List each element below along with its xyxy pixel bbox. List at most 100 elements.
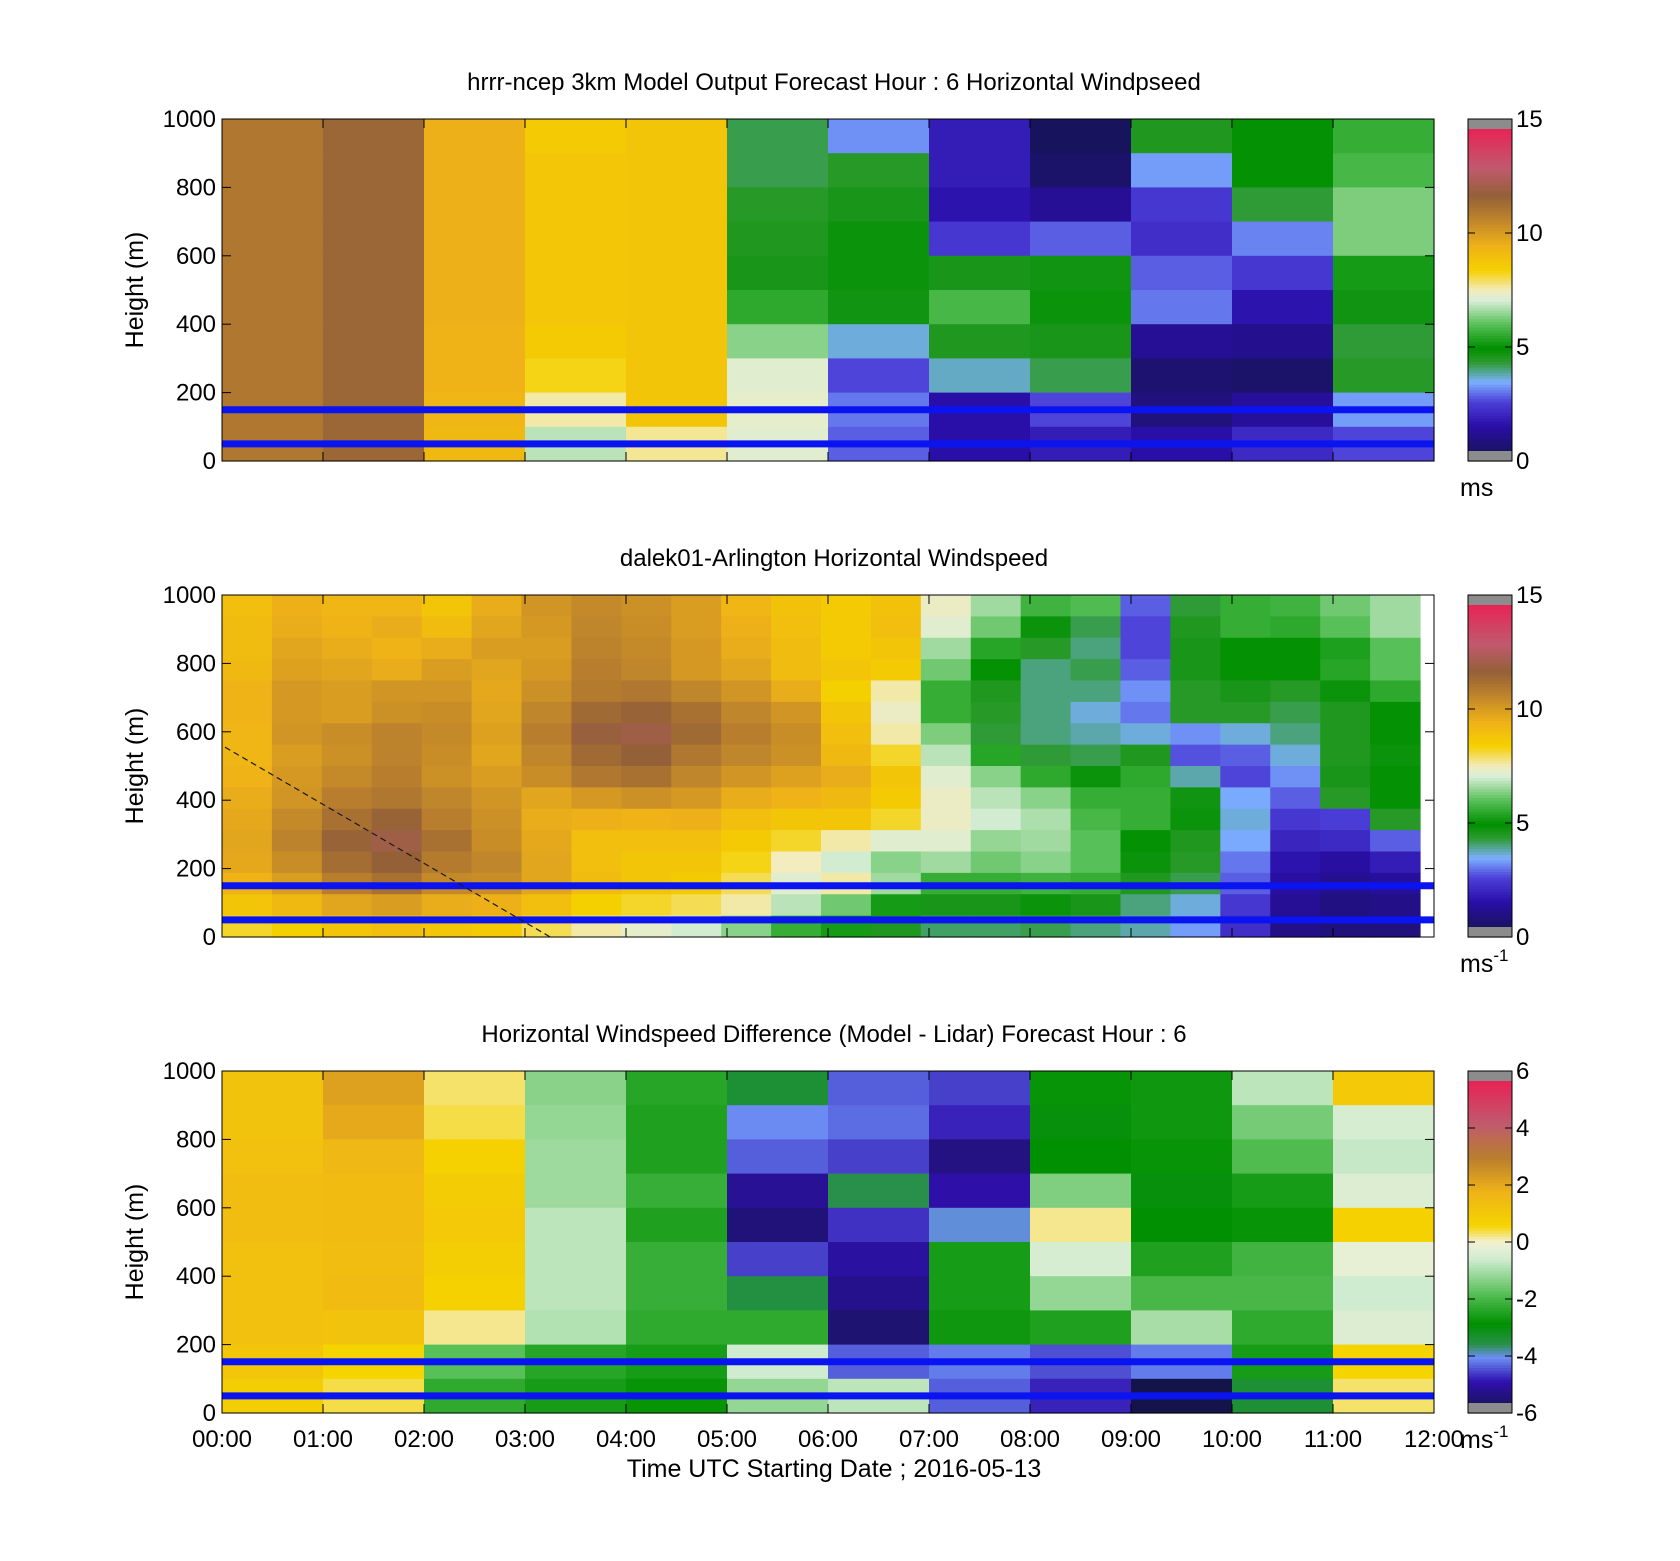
- heatmap-cell: [1170, 808, 1221, 831]
- heatmap-cell: [870, 830, 922, 853]
- colorbar-segment: [1468, 241, 1512, 245]
- heatmap-cell: [1170, 680, 1221, 703]
- heatmap-cell: [626, 1207, 728, 1243]
- heatmap-cell: [471, 851, 523, 874]
- heatmap-cell: [421, 808, 473, 831]
- heatmap-cell: [1220, 830, 1271, 853]
- heatmap-cell: [671, 723, 722, 746]
- colorbar-segment: [1468, 1384, 1512, 1388]
- heatmap-cell: [671, 595, 722, 617]
- heatmap-cell: [920, 851, 972, 874]
- heatmap-cell: [771, 616, 822, 639]
- heatmap-cell: [1120, 701, 1172, 724]
- heatmap-cell: [626, 1310, 728, 1346]
- colorbar-segment: [1468, 1082, 1512, 1086]
- heatmap-cell: [321, 595, 373, 617]
- heatmap-cell: [970, 723, 1022, 746]
- colorbar-segment: [1468, 720, 1512, 724]
- colorbar-segment: [1468, 227, 1512, 231]
- colorbar-segment: [1468, 213, 1512, 217]
- heatmap-cell: [1020, 851, 1072, 874]
- colorbar-segment: [1468, 1284, 1512, 1289]
- colorbar-segment: [1468, 854, 1512, 858]
- colorbar-segment: [1468, 1116, 1512, 1121]
- colorbar-segment: [1468, 406, 1512, 411]
- colorbar-segment: [1468, 1153, 1512, 1158]
- heatmap-cell: [371, 680, 423, 703]
- colorbar-segment: [1468, 660, 1512, 664]
- heatmap-cell: [621, 851, 672, 874]
- heatmap-cell: [671, 830, 722, 853]
- heatmap-cell: [828, 119, 930, 154]
- heatmap-cell: [521, 659, 573, 682]
- heatmap-cell: [571, 616, 622, 639]
- colorbar-segment: [1468, 1213, 1512, 1217]
- colorbar-segment: [1468, 737, 1512, 741]
- colorbar-segment: [1468, 1210, 1512, 1215]
- heatmap-cell: [970, 851, 1022, 874]
- colorbar-segment: [1468, 301, 1512, 305]
- heatmap-cell: [1232, 1310, 1334, 1346]
- heatmap-cell: [920, 659, 972, 682]
- heatmap-cell: [1020, 808, 1072, 831]
- colorbar-cap-bottom: [1468, 451, 1512, 461]
- colorbar-segment: [1468, 347, 1512, 351]
- heatmap-cell: [321, 894, 373, 917]
- colorbar-segment: [1468, 1136, 1512, 1140]
- heatmap-cell: [1131, 290, 1233, 325]
- heatmap-cell: [471, 766, 523, 788]
- heatmap-cell: [521, 894, 573, 917]
- colorbar-segment: [1468, 1224, 1512, 1229]
- heatmap-cell: [323, 1207, 425, 1243]
- heatmap-cell: [1320, 766, 1371, 788]
- heatmap-cell: [323, 255, 425, 291]
- heatmap-cell: [1070, 894, 1122, 917]
- heatmap-cell: [371, 659, 423, 682]
- heatmap-cell: [1170, 595, 1221, 617]
- colorbar-segment: [1468, 1142, 1512, 1146]
- heatmap-cell: [271, 830, 323, 853]
- heatmap-cell: [271, 637, 323, 660]
- x-tick-label: 04:00: [596, 1426, 656, 1453]
- heatmap-cell: [929, 187, 1031, 223]
- heatmap-cell: [471, 830, 523, 853]
- heatmap-cell: [828, 1139, 930, 1175]
- heatmap-cell: [929, 153, 1031, 188]
- colorbar-segment: [1468, 1110, 1512, 1115]
- heatmap-cell: [1070, 787, 1122, 810]
- y-tick-label: 800: [176, 174, 216, 201]
- heatmap-cell: [1370, 680, 1421, 703]
- colorbar-segment: [1468, 1182, 1512, 1186]
- colorbar-segment: [1468, 1375, 1512, 1380]
- colorbar-segment: [1468, 1270, 1512, 1274]
- heatmap-cell: [271, 851, 323, 874]
- heatmap-cell: [771, 701, 822, 724]
- heatmap-cell: [1333, 358, 1435, 394]
- heatmap-cell: [271, 680, 323, 703]
- heatmap-cell: [821, 766, 872, 788]
- colorbar-segment: [1468, 1193, 1512, 1197]
- heatmap-cell: [1131, 1310, 1233, 1346]
- heatmap-cell: [571, 595, 622, 617]
- colorbar-segment: [1468, 309, 1512, 314]
- heatmap-cell: [321, 701, 373, 724]
- colorbar-segment: [1468, 412, 1512, 416]
- heatmap-cell: [1270, 894, 1321, 917]
- colorbar-segment: [1468, 1344, 1512, 1349]
- heatmap-cell: [1370, 787, 1421, 810]
- heatmap-cell: [471, 808, 523, 831]
- heatmap-cell: [626, 187, 728, 223]
- colorbar-segment: [1468, 158, 1512, 163]
- panel-2: 0 200 400 600 800 1000 dalek01-Arlington Horiz…: [121, 545, 1543, 978]
- colorbar-segment: [1468, 626, 1512, 630]
- colorbar-segment: [1468, 612, 1512, 616]
- colorbar-segment: [1468, 1299, 1512, 1303]
- heatmap-cell: [222, 1276, 324, 1311]
- x-tick-label: 09:00: [1101, 1426, 1161, 1453]
- heatmap-cell: [929, 324, 1031, 359]
- colorbar-segment: [1468, 446, 1512, 451]
- colorbar-segment: [1468, 1250, 1512, 1254]
- colorbar-segment: [1468, 1122, 1512, 1126]
- heatmap-cell: [421, 637, 473, 660]
